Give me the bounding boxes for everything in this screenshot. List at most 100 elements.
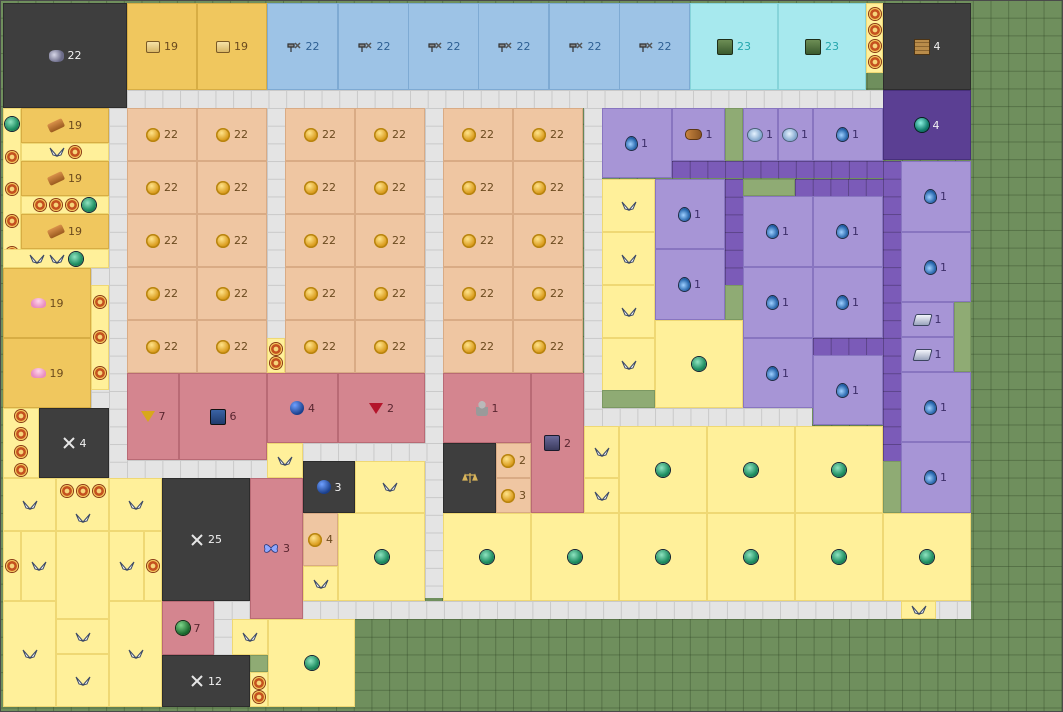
coin-tile[interactable]: 22: [285, 214, 355, 267]
wing-tile-i[interactable]: [901, 601, 936, 619]
deco-row-1[interactable]: [21, 196, 109, 214]
coin-pair-deco[interactable]: [267, 338, 285, 373]
coin-tile[interactable]: 22: [443, 108, 513, 161]
wing-tile-h[interactable]: [584, 478, 619, 513]
coin-tile[interactable]: 22: [127, 320, 197, 373]
hammer-tile-6[interactable]: 22: [619, 3, 690, 90]
wing-field-1[interactable]: [21, 531, 56, 601]
plank-tile-1[interactable]: 19: [21, 108, 109, 143]
scroll-tile-2[interactable]: 19: [197, 3, 267, 90]
small-coin-tile-2[interactable]: 2: [496, 443, 531, 478]
wing-column-3[interactable]: [602, 338, 655, 391]
coin-tile[interactable]: 22: [127, 161, 197, 214]
hammer-tile-4[interactable]: 22: [478, 3, 549, 90]
orb-tile-bottom[interactable]: [268, 619, 355, 707]
portrait-tile-1[interactable]: 23: [690, 3, 778, 90]
purple-tile-9[interactable]: 1: [743, 267, 813, 338]
purple-tile-11[interactable]: 1: [743, 338, 813, 408]
wing-field-6[interactable]: [56, 619, 109, 654]
coin-tile[interactable]: 22: [443, 161, 513, 214]
hammer-tile-2[interactable]: 22: [338, 3, 409, 90]
coin-tile[interactable]: 22: [127, 267, 197, 320]
wing-tile-b[interactable]: [109, 478, 162, 531]
purple-tile-7[interactable]: 1: [743, 196, 813, 267]
crate-tile[interactable]: 4: [883, 3, 971, 90]
purple-tile-1[interactable]: 1: [672, 108, 725, 161]
coin-tile[interactable]: 22: [197, 108, 267, 161]
scales-tile[interactable]: [443, 443, 496, 513]
purple-tile-8[interactable]: 1: [813, 196, 883, 267]
coin-tile[interactable]: 22: [513, 320, 583, 373]
wing-field-2[interactable]: [56, 531, 109, 619]
coin-tile[interactable]: 22: [197, 320, 267, 373]
wing-field-0[interactable]: [3, 531, 21, 601]
wing-column-1[interactable]: [602, 232, 655, 285]
wing-tile-d[interactable]: [355, 461, 425, 513]
coin-tile[interactable]: 22: [513, 267, 583, 320]
orb-field-2[interactable]: [795, 426, 883, 513]
small-coin-tile-3[interactable]: 3: [496, 478, 531, 513]
wing-field-3[interactable]: [109, 531, 144, 601]
coin-tile[interactable]: 22: [127, 108, 197, 161]
coin-tile[interactable]: 22: [513, 161, 583, 214]
figure-tile[interactable]: 1: [443, 373, 531, 443]
deco-col-left-2[interactable]: [3, 408, 39, 478]
purple-tile-17[interactable]: 1: [901, 372, 971, 442]
swords-tile-1[interactable]: 4: [39, 408, 109, 478]
hammer-tile-5[interactable]: 22: [549, 3, 620, 90]
coin-tile[interactable]: 22: [513, 214, 583, 267]
orb-field-1[interactable]: [707, 426, 795, 513]
orb-field-8[interactable]: [883, 513, 971, 601]
red-gem-tile[interactable]: 2: [338, 373, 425, 443]
orb-field-7[interactable]: [795, 513, 883, 601]
left-deco-strip[interactable]: [3, 108, 21, 268]
plank-tile-3[interactable]: 19: [21, 214, 109, 249]
purple-tile-15[interactable]: 1: [901, 302, 954, 337]
coin-tile[interactable]: 22: [355, 108, 425, 161]
plank-tile-2[interactable]: 19: [21, 161, 109, 196]
coin-tile[interactable]: 22: [443, 320, 513, 373]
orb-field-6[interactable]: [707, 513, 795, 601]
coin-tile[interactable]: 22: [285, 267, 355, 320]
pink-tile-2[interactable]: 19: [3, 338, 91, 408]
purple-tile-14[interactable]: 1: [901, 232, 971, 302]
orb-field-4[interactable]: [531, 513, 619, 601]
wing-field-8[interactable]: [109, 601, 162, 707]
wing-field-7[interactable]: [56, 654, 109, 707]
orb-field-3[interactable]: [443, 513, 531, 601]
orb-field-0[interactable]: [619, 426, 707, 513]
yellow-gem-tile[interactable]: 7: [127, 373, 179, 460]
butterfly-tile[interactable]: 3: [250, 478, 303, 619]
scroll-tile-1[interactable]: 19: [127, 3, 197, 90]
swords-tile-2[interactable]: 25: [162, 478, 250, 601]
coin-tile[interactable]: 22: [443, 267, 513, 320]
coin-tile[interactable]: 22: [285, 108, 355, 161]
blue-book-tile[interactable]: 6: [179, 373, 267, 460]
purple-tile-13[interactable]: 1: [901, 161, 971, 232]
deco-pair-bottom[interactable]: [250, 672, 268, 707]
coin-tile[interactable]: 22: [355, 320, 425, 373]
purple-tile-0[interactable]: 1: [602, 108, 672, 178]
deco-wing-mix[interactable]: [56, 478, 109, 531]
hammer-tile-3[interactable]: 22: [408, 3, 479, 90]
coin-tile[interactable]: 22: [355, 267, 425, 320]
wing-column-0[interactable]: [602, 179, 655, 232]
wing-column-2[interactable]: [602, 285, 655, 338]
orb-field-9[interactable]: [655, 320, 743, 408]
coin-tile[interactable]: 22: [127, 214, 197, 267]
green-sphere-tile[interactable]: 7: [162, 601, 214, 655]
purple-tile-3[interactable]: 1: [778, 108, 813, 161]
wing-row-1[interactable]: [21, 143, 109, 161]
orb-tile-left[interactable]: [338, 513, 425, 601]
wing-field-4[interactable]: [144, 531, 162, 601]
orb-field-5[interactable]: [619, 513, 707, 601]
wing-tile-e[interactable]: [303, 566, 338, 601]
swords-tile-3[interactable]: 12: [162, 655, 250, 707]
wing-row-2[interactable]: [3, 249, 109, 268]
purple-tile-5[interactable]: 1: [655, 179, 725, 249]
pink-tile-1[interactable]: 19: [3, 268, 91, 338]
coin-tile[interactable]: 22: [443, 214, 513, 267]
purple-tile-2[interactable]: 1: [743, 108, 778, 161]
purple-tile-16[interactable]: 1: [901, 337, 954, 372]
deco-column-top[interactable]: [866, 3, 883, 73]
